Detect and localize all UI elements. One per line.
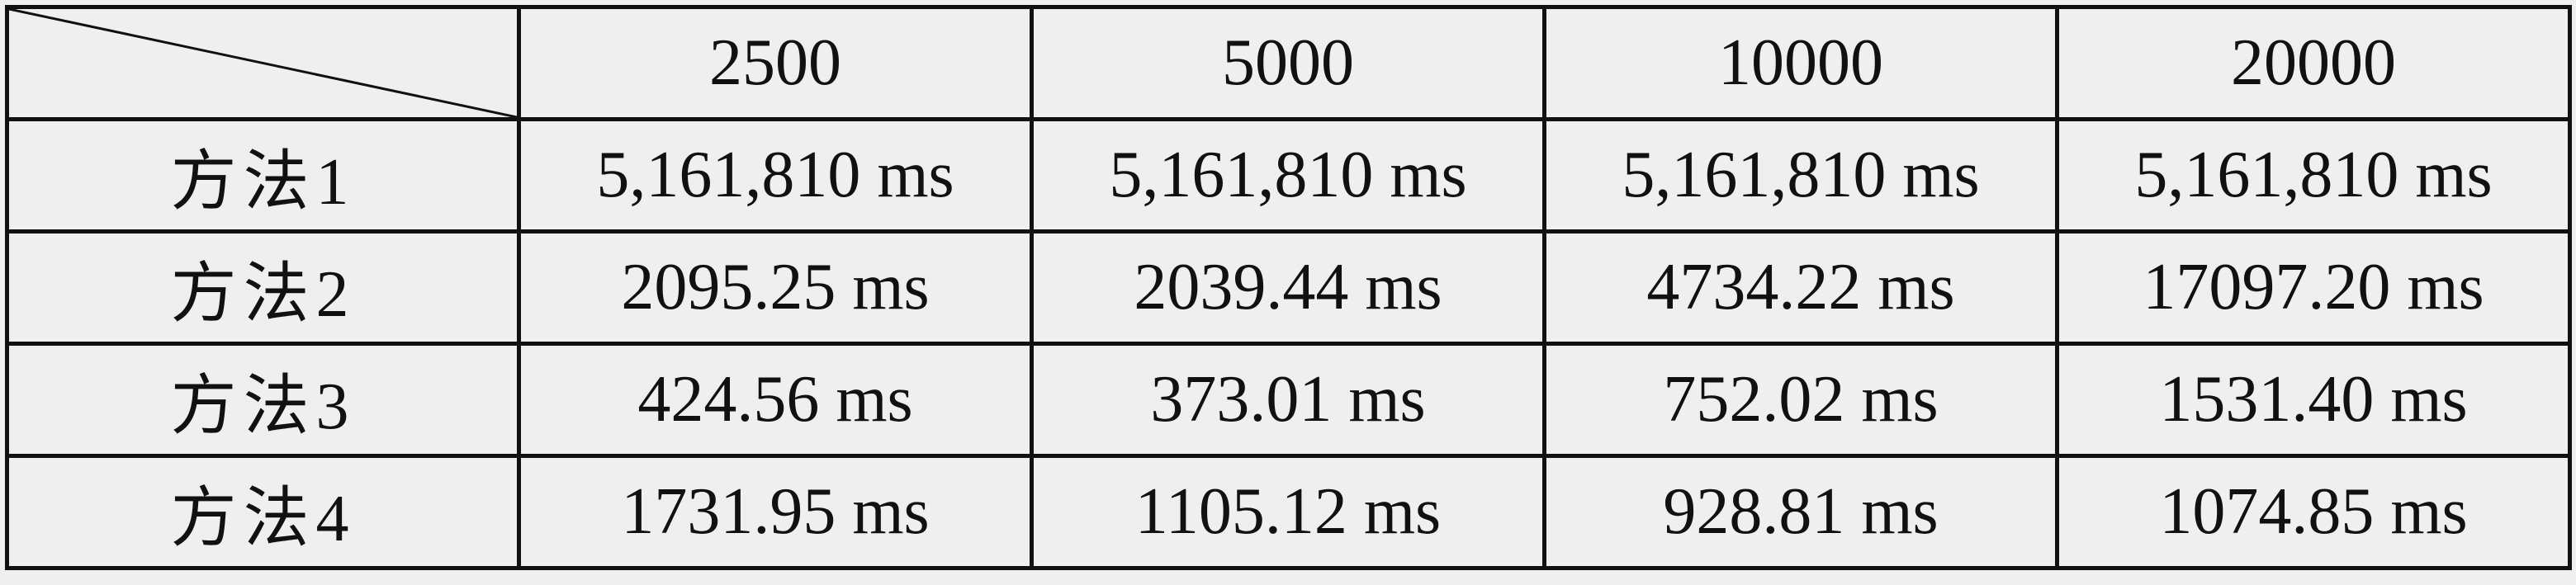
table-cell: 424.56 ms — [517, 342, 1034, 458]
table-cell: 5,161,810 ms — [2055, 117, 2572, 234]
table-cell: 5,161,810 ms — [1030, 117, 1546, 234]
table-cell: 2039.44 ms — [1030, 229, 1546, 346]
table-cell: 4734.22 ms — [1542, 229, 2059, 346]
table-cell: 1531.40 ms — [2055, 342, 2572, 458]
table-row: 方法1 5,161,810 ms 5,161,810 ms 5,161,810 … — [5, 117, 2572, 234]
table-cell: 928.81 ms — [1542, 454, 2059, 570]
table-cell: 5,161,810 ms — [517, 117, 1034, 234]
diagonal-corner-cell — [5, 5, 521, 121]
column-header: 2500 — [517, 5, 1034, 121]
table-row: 方法3 424.56 ms 373.01 ms 752.02 ms 1531.4… — [5, 342, 2572, 458]
table-cell: 1731.95 ms — [517, 454, 1034, 570]
table-row: 方法2 2095.25 ms 2039.44 ms 4734.22 ms 170… — [5, 229, 2572, 346]
column-header: 20000 — [2055, 5, 2572, 121]
column-header: 10000 — [1542, 5, 2059, 121]
row-label: 方法1 — [5, 117, 521, 234]
table-cell: 1105.12 ms — [1030, 454, 1546, 570]
row-label: 方法2 — [5, 229, 521, 346]
table-cell: 5,161,810 ms — [1542, 117, 2059, 234]
diagonal-divider-line — [9, 9, 517, 117]
row-label: 方法4 — [5, 454, 521, 570]
row-label: 方法3 — [5, 342, 521, 458]
table-cell: 1074.85 ms — [2055, 454, 2572, 570]
results-table: 2500 5000 10000 20000 方法1 5,161,810 ms 5… — [5, 5, 2572, 570]
header-row: 2500 5000 10000 20000 — [5, 5, 2572, 121]
table-row: 方法4 1731.95 ms 1105.12 ms 928.81 ms 1074… — [5, 454, 2572, 570]
table-cell: 2095.25 ms — [517, 229, 1034, 346]
results-table-container: 2500 5000 10000 20000 方法1 5,161,810 ms 5… — [5, 5, 2572, 570]
table-cell: 752.02 ms — [1542, 342, 2059, 458]
column-header: 5000 — [1030, 5, 1546, 121]
table-cell: 373.01 ms — [1030, 342, 1546, 458]
table-cell: 17097.20 ms — [2055, 229, 2572, 346]
